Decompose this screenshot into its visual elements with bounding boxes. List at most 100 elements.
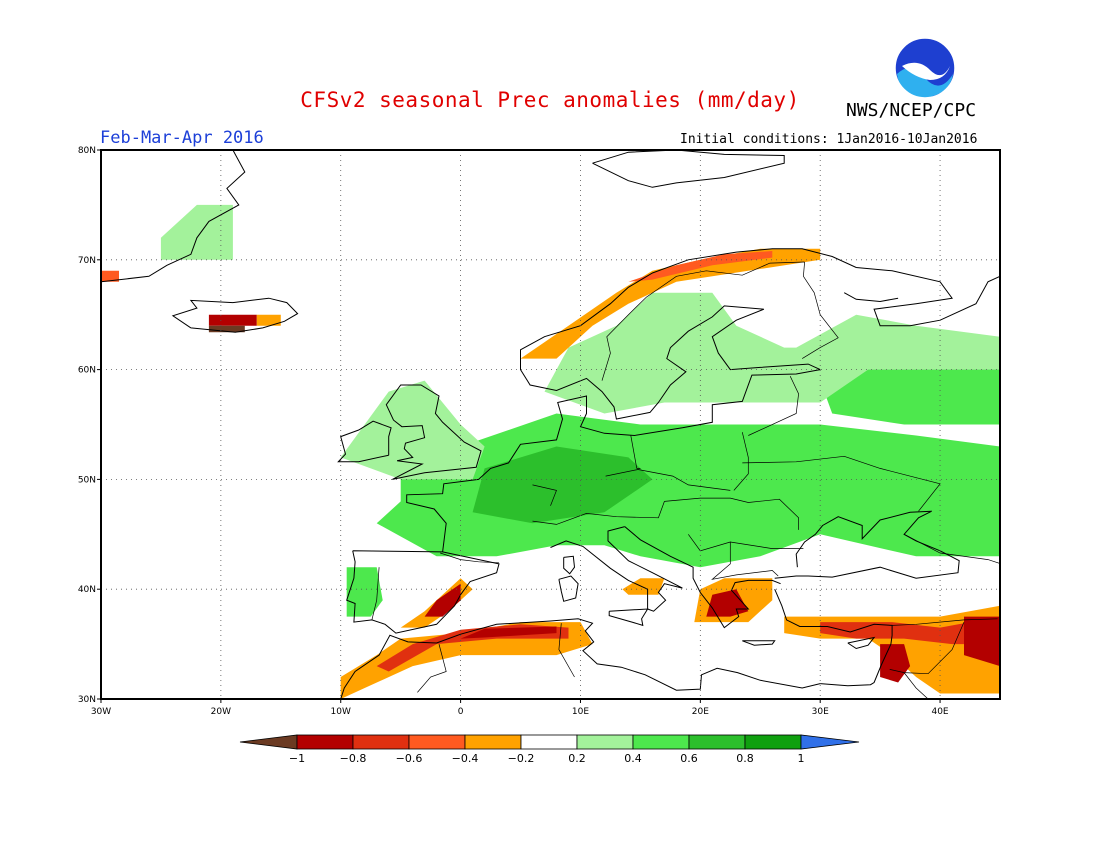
colorbar-segment <box>464 734 522 750</box>
border-syria-iraq <box>889 621 965 675</box>
plot-frame <box>100 149 1001 700</box>
colorbar-label: −1 <box>289 752 305 765</box>
axis-ticks: 30W 20W 10W 0 10E 20E 30E 40E 30N 40N 50N 60N 70N 80N <box>78 146 949 717</box>
coast-turkey <box>774 510 960 579</box>
border-balkan-inner <box>688 534 779 580</box>
anomaly-italy-south <box>622 578 665 595</box>
lon-tick-label: 20W <box>211 707 231 717</box>
colorbar-segment <box>520 734 578 750</box>
coast-iberia <box>346 550 500 634</box>
border-de-pl <box>630 435 641 469</box>
lat-tick-label: 80N <box>78 146 96 156</box>
anomaly-central-europe <box>376 413 1000 568</box>
forecast-period: Feb-Mar-Apr 2016 <box>100 128 264 148</box>
noaa-logo <box>894 37 956 99</box>
coast-greenland-coast <box>101 150 246 283</box>
coast-great-britain <box>385 384 482 480</box>
anomaly-british-isles <box>340 380 485 480</box>
lon-tick-label: 0 <box>458 707 464 717</box>
coast-cyprus <box>847 636 876 650</box>
colorbar-segment <box>352 734 410 750</box>
border-tr-sy <box>892 618 998 626</box>
coast-north-africa <box>340 618 821 699</box>
colorbar-label: −0.4 <box>452 752 479 765</box>
border-fr-es <box>440 552 500 564</box>
lat-tick-label: 70N <box>78 256 96 266</box>
coast-balkans <box>624 526 781 629</box>
lat-tick-label: 40N <box>78 585 96 595</box>
colorbar-segment <box>688 734 746 750</box>
colorbar: −1 −0.8 −0.6 −0.4 −0.2 0.2 0.4 0.6 0.8 1 <box>239 734 860 765</box>
lat-tick-label: 50N <box>78 475 96 485</box>
border-jordan-saudi <box>903 672 929 699</box>
border-by-ua <box>742 455 941 512</box>
anomaly-greenland-tip <box>101 270 119 282</box>
colorbar-label: 0.6 <box>680 752 698 765</box>
anomaly-levant-east-dark <box>964 616 1000 667</box>
anomaly-iceland-south <box>208 314 257 326</box>
lon-tick-label: 20E <box>692 707 709 717</box>
anomaly-norway-north <box>628 251 773 282</box>
coast-sicily <box>608 608 649 627</box>
border-dz-tn <box>558 623 575 678</box>
coast-crete <box>742 640 776 646</box>
coast-italy <box>550 526 683 612</box>
lon-tick-label: 30E <box>812 707 829 717</box>
anomaly-north-africa-dark <box>460 626 557 639</box>
border-ua-ru <box>748 376 799 436</box>
anomaly-turkey-red <box>820 616 1000 645</box>
border-hu-ro <box>664 497 799 530</box>
lat-tick-label: 30N <box>78 695 96 705</box>
initial-conditions: Initial conditions: 1Jan2016-10Jan2016 <box>680 132 978 147</box>
map-title: CFSv2 seasonal Prec anomalies (mm/day) <box>300 88 800 112</box>
anomaly-portugal <box>346 567 383 617</box>
border-alps <box>532 501 665 525</box>
anomaly-greece-red <box>706 589 749 617</box>
anomaly-levant-dark <box>880 644 911 683</box>
anomaly-north-africa-red <box>376 624 569 672</box>
lon-tick-label: 30W <box>91 707 111 717</box>
colorbar-label: 0.2 <box>568 752 586 765</box>
colorbar-extend-high <box>800 734 860 750</box>
coast-ireland <box>337 420 392 463</box>
colorbar-label: 0.8 <box>736 752 754 765</box>
border-se-no <box>601 261 805 381</box>
coast-europe-west <box>406 369 821 552</box>
colorbar-label: 0.4 <box>624 752 642 765</box>
colorbar-segment <box>408 734 466 750</box>
colorbar-segment <box>632 734 690 750</box>
lon-tick-label: 10W <box>331 707 351 717</box>
colorbar-label: −0.2 <box>508 752 535 765</box>
anomaly-scandinavia <box>544 292 869 414</box>
border-fr-de <box>532 484 557 506</box>
border-es-pt <box>371 567 380 620</box>
border-cz-sk <box>605 469 731 491</box>
colorbar-label: 1 <box>798 752 805 765</box>
colorbar-segment <box>744 734 802 750</box>
agency-label: NWS/NCEP/CPC <box>846 100 977 121</box>
border-ma-dz <box>417 644 447 693</box>
anomaly-northeast-russia <box>796 314 1000 370</box>
coast-sardinia <box>558 575 579 602</box>
anomaly-central-europe-core <box>472 446 653 524</box>
border-caucasus <box>903 533 1000 564</box>
colorbar-label: −0.6 <box>396 752 423 765</box>
colorbar-segment <box>296 734 354 750</box>
coast-novaya-zemlya <box>999 242 1000 244</box>
border-pl-east <box>733 432 749 491</box>
coast-caspian <box>999 561 1000 563</box>
coast-white-sea <box>843 292 899 303</box>
lon-tick-label: 10E <box>572 707 589 717</box>
coast-iceland <box>171 297 299 333</box>
colorbar-label: −0.8 <box>340 752 367 765</box>
coast-corsica <box>563 555 576 575</box>
lat-tick-label: 60N <box>78 366 96 376</box>
anomaly-north-africa <box>340 622 593 699</box>
border-fi-ru <box>802 261 839 359</box>
border-ro-bg <box>730 541 804 549</box>
lon-tick-label: 40E <box>931 707 948 717</box>
colorbar-segment <box>576 734 634 750</box>
colorbar-extend-low <box>239 734 298 750</box>
anomaly-iceland-orange <box>256 314 281 326</box>
